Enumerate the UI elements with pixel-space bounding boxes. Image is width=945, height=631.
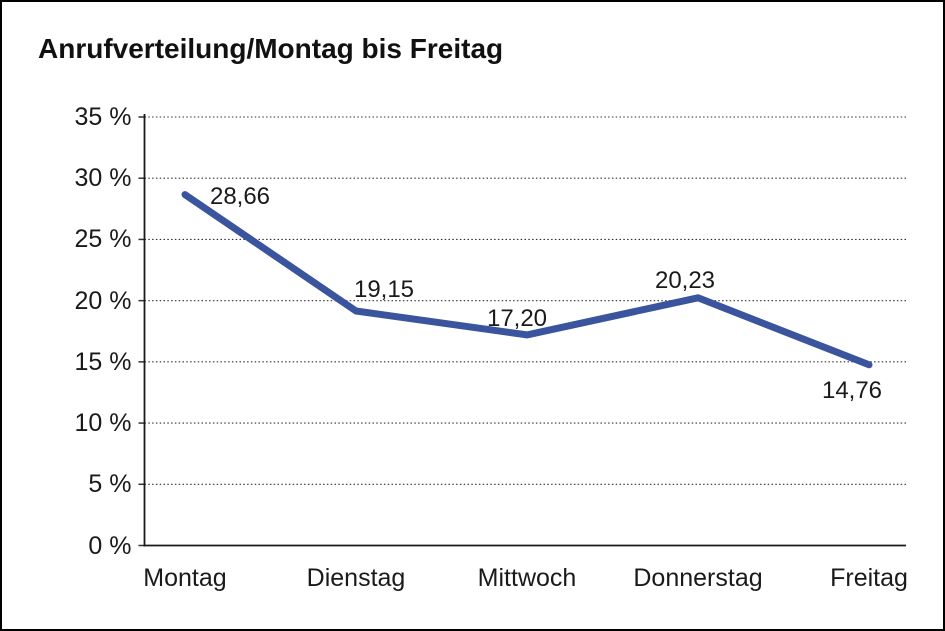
data-point-label: 14,76 (821, 376, 883, 404)
y-tick-label: 20 % (74, 286, 132, 315)
data-point-label: 20,23 (654, 266, 716, 294)
data-point-label: 28,66 (209, 182, 271, 210)
chart-title: Anrufverteilung/Montag bis Freitag (38, 33, 504, 64)
y-tick-label: 5 % (88, 470, 132, 499)
y-tick-label: 0 % (88, 531, 132, 560)
data-point-label: 17,20 (486, 304, 548, 332)
x-category-label: Montag (143, 564, 227, 592)
series-line (181, 191, 873, 369)
x-category-label: Freitag (830, 564, 908, 592)
y-tick-label: 30 % (74, 164, 132, 193)
y-tick-label: 25 % (74, 225, 132, 254)
x-category-label: Dienstag (306, 564, 406, 592)
x-category-label: Mittwoch (477, 564, 577, 592)
y-tick-label: 10 % (74, 409, 132, 438)
data-point-label: 19,15 (353, 276, 415, 304)
y-tick-label: 35 % (74, 103, 132, 131)
x-category-label: Donnerstag (633, 564, 763, 592)
y-tick-label: 15 % (74, 347, 132, 376)
